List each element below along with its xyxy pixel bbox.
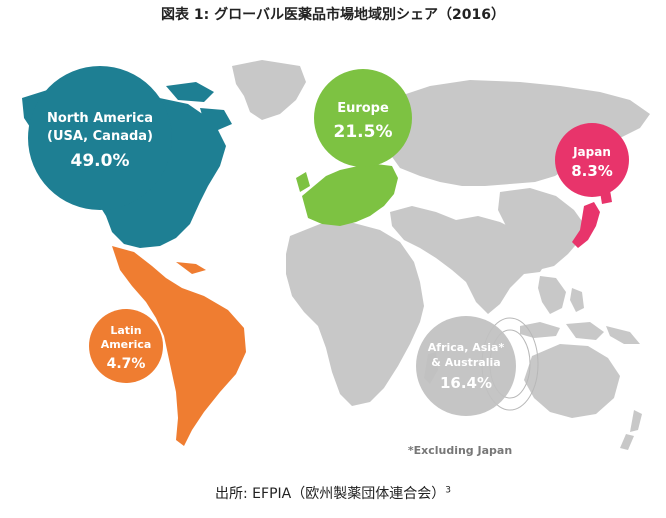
japan-value: 8.3% <box>571 162 613 180</box>
africa-asia-australia-label-line2: & Australia <box>431 356 500 369</box>
world-map-chart: North America (USA, Canada) 49.0% Europe… <box>0 26 666 466</box>
europe-value: 21.5% <box>334 122 393 142</box>
europe-bubble: Europe 21.5% <box>314 69 412 167</box>
latin-america-label-line1: Latin <box>110 324 141 337</box>
source-note: 出所: EFPIA（欧州製薬団体連合会）3 <box>0 483 666 503</box>
latin-america-value: 4.7% <box>107 356 146 372</box>
region-bubbles: North America (USA, Canada) 49.0% Europe… <box>28 66 629 416</box>
footnote: *Excluding Japan <box>408 444 512 457</box>
latin-america-land <box>112 246 246 446</box>
source-text: 出所: EFPIA（欧州製薬団体連合会） <box>215 486 446 502</box>
latin-america-bubble: Latin America 4.7% <box>89 309 163 383</box>
rest-of-world-land <box>232 60 650 450</box>
north-america-label-line1: North America <box>47 111 153 126</box>
europe-label: Europe <box>337 101 389 116</box>
source-superscript: 3 <box>445 485 451 496</box>
north-america-bubble: North America (USA, Canada) 49.0% <box>28 66 172 210</box>
japan-label: Japan <box>572 145 611 159</box>
europe-land <box>296 130 398 226</box>
africa-asia-australia-value: 16.4% <box>440 374 492 392</box>
north-america-label-line2: (USA, Canada) <box>47 129 153 144</box>
world-map-svg: North America (USA, Canada) 49.0% Europe… <box>22 60 650 457</box>
japan-bubble: Japan 8.3% <box>555 123 629 197</box>
japan-land <box>572 190 612 248</box>
north-america-value: 49.0% <box>71 151 130 171</box>
chart-title: 図表 1: グローバル医薬品市場地域別シェア（2016） <box>161 7 505 23</box>
africa-asia-australia-label-line1: Africa, Asia* <box>428 341 505 354</box>
latin-america-label-line2: America <box>101 338 152 351</box>
africa-asia-australia-bubble: Africa, Asia* & Australia 16.4% <box>416 316 516 416</box>
